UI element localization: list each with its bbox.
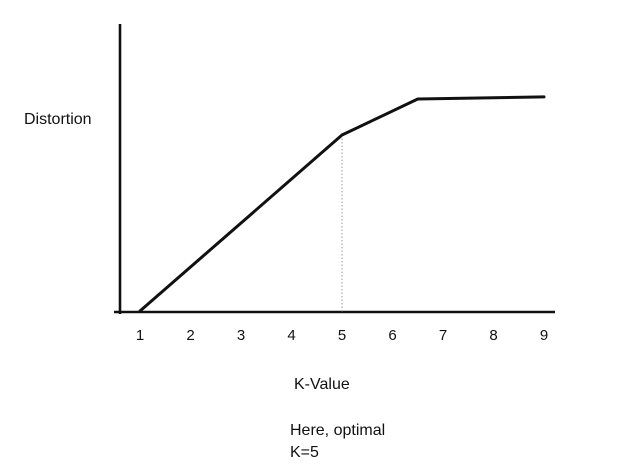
x-tick-label: 3 (237, 327, 245, 344)
axes (114, 24, 555, 314)
x-tick-label: 7 (439, 327, 447, 344)
x-tick-label: 6 (388, 327, 396, 344)
x-tick-label: 4 (287, 327, 295, 344)
series-layer (138, 95, 546, 313)
annotation-line-1: Here, optimal (290, 422, 385, 439)
annotation-line-2: K=5 (290, 444, 319, 461)
x-tick-label: 5 (338, 327, 346, 344)
x-tick-label: 2 (186, 327, 194, 344)
y-axis-label: Distortion (24, 111, 92, 128)
x-axis-label: K-Value (294, 376, 350, 393)
x-tick-label: 1 (136, 327, 144, 344)
x-tick-label: 9 (540, 327, 548, 344)
distortion-series-line (138, 95, 546, 313)
x-tick-label: 8 (489, 327, 497, 344)
annotation: Here, optimal K=5 (290, 422, 385, 461)
tick-labels: 1 2 3 4 5 6 7 8 9 (136, 327, 548, 344)
